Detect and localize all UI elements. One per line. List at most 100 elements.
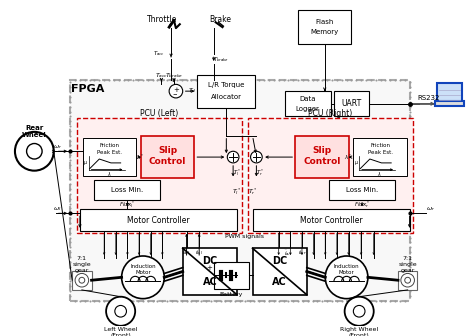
Text: Brake: Brake [210, 15, 231, 24]
Text: PCU (Left): PCU (Left) [140, 109, 179, 118]
Text: Right Wheel: Right Wheel [340, 327, 378, 332]
Text: Control: Control [149, 158, 186, 166]
Text: Left Wheel: Left Wheel [104, 327, 137, 332]
Text: $T_r^*$: $T_r^*$ [256, 167, 264, 178]
Circle shape [405, 277, 410, 283]
Bar [80, 209, 237, 231]
Text: $T_d$: $T_d$ [188, 86, 197, 95]
Text: DC: DC [272, 256, 287, 266]
Text: gear: gear [75, 268, 89, 273]
Text: Motor: Motor [339, 270, 355, 275]
Text: AC: AC [202, 277, 217, 287]
Bar [353, 138, 407, 176]
Text: $\mu$: $\mu$ [354, 159, 359, 167]
Text: $i_{b,r}$: $i_{b,r}$ [298, 249, 308, 257]
Bar [94, 180, 160, 200]
Text: RS232: RS232 [418, 95, 440, 101]
Text: Motor: Motor [135, 270, 151, 275]
Bar [248, 118, 412, 233]
Text: $Flux_r^*$: $Flux_r^*$ [354, 199, 370, 210]
Text: $\lambda^*$: $\lambda^*$ [136, 153, 144, 162]
Circle shape [228, 151, 239, 163]
Text: Slip: Slip [158, 146, 177, 155]
Text: $Flux_l^*$: $Flux_l^*$ [119, 199, 136, 210]
Text: Peak Est.: Peak Est. [367, 150, 392, 155]
Text: $\lambda^*$: $\lambda^*$ [344, 153, 353, 162]
Text: +: + [206, 265, 212, 270]
Bar [70, 80, 410, 301]
Text: single: single [73, 262, 91, 267]
Text: Friction: Friction [370, 143, 390, 148]
Text: $\omega_r$: $\omega_r$ [53, 143, 62, 151]
Text: $\mu$: $\mu$ [83, 159, 88, 167]
Text: Peak Est.: Peak Est. [97, 150, 122, 155]
Text: $T_{brake}$: $T_{brake}$ [165, 71, 183, 80]
Text: Flash: Flash [316, 19, 334, 25]
Text: Wheel: Wheel [22, 132, 47, 138]
Circle shape [106, 297, 135, 326]
Bar [284, 91, 331, 116]
Circle shape [401, 274, 414, 287]
Text: $\lambda$: $\lambda$ [107, 170, 111, 177]
Text: Motor Controller: Motor Controller [300, 216, 362, 224]
Bar [197, 75, 255, 108]
Text: Battery: Battery [219, 292, 243, 297]
Text: +: + [173, 87, 179, 93]
Circle shape [75, 274, 89, 287]
Text: AC: AC [272, 277, 287, 287]
Circle shape [353, 305, 365, 317]
Text: Motor Controller: Motor Controller [127, 216, 190, 224]
Bar [83, 138, 136, 176]
Bar [253, 209, 410, 231]
Text: Slip: Slip [312, 146, 331, 155]
Text: 7:1: 7:1 [77, 256, 87, 261]
Bar [253, 248, 307, 295]
Bar [72, 270, 91, 290]
Circle shape [251, 151, 262, 163]
Text: Throttle: Throttle [147, 15, 178, 24]
Text: DC: DC [202, 256, 218, 266]
Text: single: single [398, 262, 417, 267]
Text: Rear: Rear [25, 125, 44, 131]
Circle shape [169, 84, 182, 98]
Circle shape [325, 256, 368, 299]
Text: (Front): (Front) [110, 333, 131, 336]
Text: Friction: Friction [100, 143, 119, 148]
Text: Allocator: Allocator [211, 94, 242, 100]
Bar [182, 248, 237, 295]
Text: 7:1: 7:1 [402, 256, 413, 261]
Text: $T_{acc}$: $T_{acc}$ [155, 71, 168, 80]
Text: $T_r^*$: $T_r^*$ [248, 186, 257, 197]
Circle shape [345, 297, 374, 326]
Text: −: − [173, 91, 177, 96]
Circle shape [15, 132, 54, 171]
Text: Induction: Induction [130, 264, 156, 269]
Text: L/R Torque: L/R Torque [208, 82, 245, 88]
Circle shape [115, 305, 127, 317]
Circle shape [122, 256, 164, 299]
Text: FPGA: FPGA [71, 84, 104, 94]
Text: $i_{a,l}$: $i_{a,l}$ [182, 249, 191, 257]
Text: PCU (Right): PCU (Right) [308, 109, 352, 118]
Text: $T_l^*$: $T_l^*$ [233, 167, 241, 178]
Text: Control: Control [303, 158, 340, 166]
Bar [141, 136, 194, 178]
Bar [334, 91, 369, 116]
Bar [295, 136, 348, 178]
Text: Memory: Memory [310, 29, 339, 35]
Bar [77, 118, 242, 233]
Text: UART: UART [341, 99, 362, 108]
Bar [214, 262, 249, 289]
Text: Data: Data [300, 96, 316, 102]
Text: $T_l^*$: $T_l^*$ [232, 186, 242, 197]
Text: Induction: Induction [334, 264, 359, 269]
Text: $i_{b,l}$: $i_{b,l}$ [195, 249, 204, 257]
Bar [435, 101, 464, 106]
Text: −: − [206, 280, 212, 286]
Circle shape [27, 143, 42, 159]
Text: (Front): (Front) [349, 333, 370, 336]
Text: PWM signals: PWM signals [225, 234, 264, 239]
Text: $\omega_l$: $\omega_l$ [54, 206, 62, 213]
Text: Loss Min.: Loss Min. [346, 187, 378, 193]
Text: $T_{brake}$: $T_{brake}$ [213, 55, 229, 64]
